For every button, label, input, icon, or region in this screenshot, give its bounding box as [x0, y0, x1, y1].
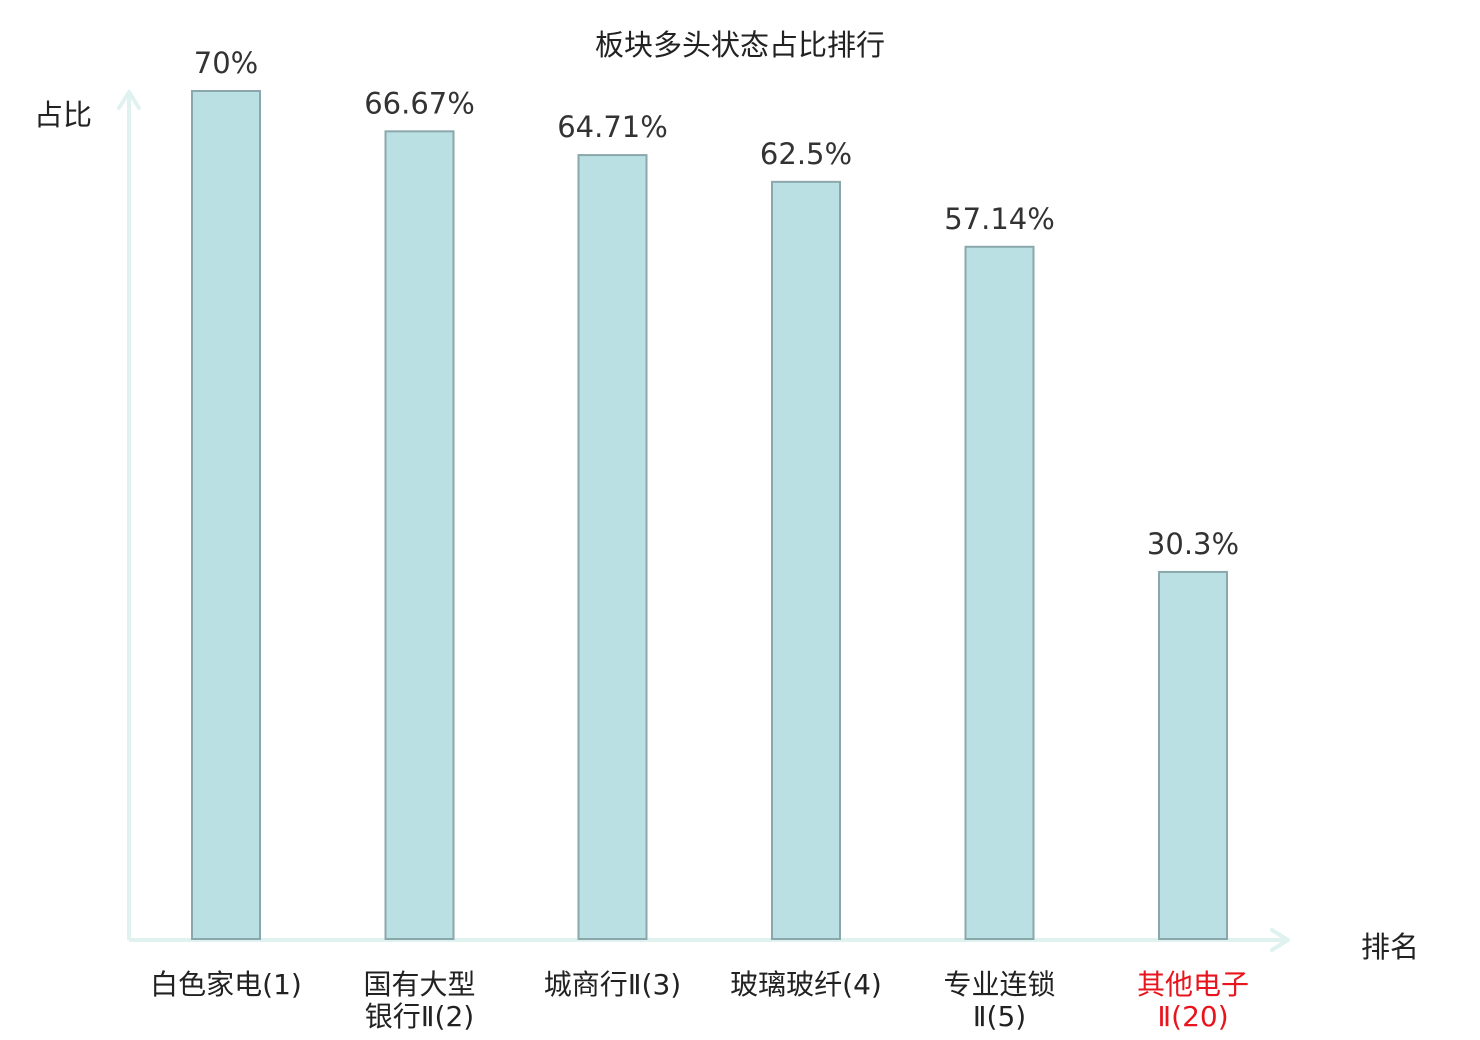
- x-tick-label: 其他电子: [1137, 968, 1249, 1001]
- axes: [117, 90, 1290, 952]
- y-axis-label: 占比: [34, 98, 93, 132]
- x-tick-label: Ⅱ(20): [1157, 1000, 1228, 1033]
- data-label: 62.5%: [760, 137, 852, 171]
- y-axis-arrow: [117, 90, 141, 110]
- chart-title: 板块多头状态占比排行: [594, 28, 885, 62]
- x-tick-label: 玻璃玻纤(4): [730, 968, 882, 1001]
- bar: [577, 154, 648, 940]
- x-axis-label: 排名: [1361, 930, 1420, 964]
- value-labels: 70% 66.67% 64.71% 62.5% 57.14% 30.3%: [194, 46, 1239, 561]
- data-label: 70%: [194, 46, 258, 80]
- bar: [1158, 570, 1228, 940]
- bar: [771, 180, 841, 941]
- data-label: 57.14%: [944, 202, 1055, 236]
- x-axis-arrow: [1270, 928, 1290, 952]
- bar: [384, 130, 455, 940]
- data-label: 66.67%: [364, 86, 475, 120]
- x-tick-label: 白色家电(1): [150, 968, 302, 1001]
- bars: [191, 90, 1228, 941]
- bar: [191, 90, 261, 940]
- data-label: 30.3%: [1147, 527, 1239, 561]
- x-tick-label: 银行Ⅱ(2): [365, 1000, 474, 1033]
- x-tick-label: 专业连锁: [943, 968, 1055, 1001]
- x-tick-label: 城商行Ⅱ(3): [544, 968, 681, 1001]
- x-tick-label: 国有大型: [363, 968, 475, 1001]
- x-tick-label: Ⅱ(5): [973, 1000, 1026, 1033]
- bar: [964, 245, 1035, 940]
- data-label: 64.71%: [557, 110, 668, 144]
